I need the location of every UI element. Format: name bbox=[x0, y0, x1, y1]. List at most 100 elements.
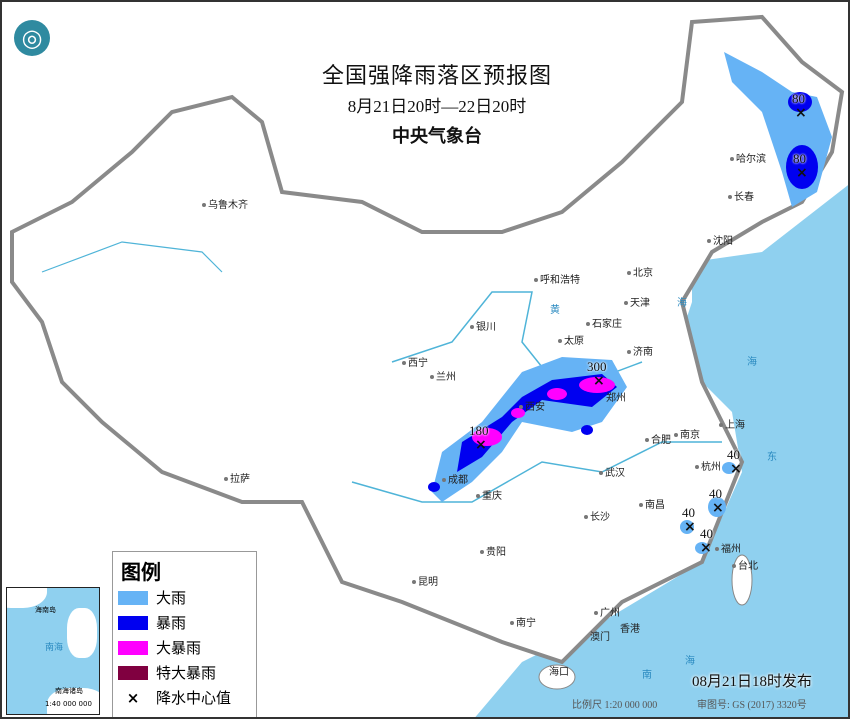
city-label: 福州 bbox=[715, 544, 741, 556]
city-label: 长沙 bbox=[584, 512, 610, 524]
precip-center-value: 300 bbox=[587, 359, 607, 374]
precip-center-marker: × bbox=[700, 540, 712, 556]
city-label: 乌鲁木齐 bbox=[202, 200, 248, 212]
map-title: 全国强降雨落区预报图 bbox=[321, 64, 552, 89]
legend-label: 特大暴雨 bbox=[156, 664, 217, 682]
city-label: 上海 bbox=[719, 420, 745, 432]
city-label: 天津 bbox=[624, 298, 650, 310]
city-label: 南京 bbox=[674, 430, 700, 442]
precip-center-marker: × bbox=[684, 519, 696, 535]
legend-cross-icon: × bbox=[126, 688, 140, 707]
legend-item: 暴雨 bbox=[118, 610, 256, 635]
heavy-rain-spot bbox=[708, 497, 726, 517]
precip-center-value: 40 bbox=[700, 526, 713, 541]
river-label: 黄 bbox=[550, 305, 560, 316]
city-label: 南宁 bbox=[510, 618, 536, 630]
legend-swatch bbox=[118, 615, 148, 630]
map-scale: 比例尺 1:20 000 000 bbox=[572, 700, 658, 711]
sea-label: 南 bbox=[642, 670, 652, 681]
city-label: 拉萨 bbox=[224, 474, 250, 486]
rainstorm-area-central bbox=[457, 374, 617, 472]
sea-label: 海 bbox=[747, 357, 757, 368]
city-label: 呼和浩特 bbox=[534, 275, 580, 287]
sea-label: 海 bbox=[677, 298, 687, 309]
downpour-area bbox=[579, 377, 615, 393]
precip-center-marker: × bbox=[796, 165, 808, 181]
precip-center-value: 40 bbox=[727, 447, 740, 462]
precip-center-value: 40 bbox=[709, 486, 722, 501]
legend-item: 大暴雨 bbox=[118, 635, 256, 660]
precip-center-marker: × bbox=[475, 437, 487, 453]
precip-center-marker: × bbox=[593, 373, 605, 389]
sea-label: 海 bbox=[685, 656, 695, 667]
city-label: 沈阳 bbox=[707, 236, 733, 248]
precip-center-marker: × bbox=[712, 500, 724, 516]
sea-label: 东 bbox=[767, 452, 777, 463]
legend-swatch bbox=[118, 665, 148, 680]
precip-center-value: 80 bbox=[792, 91, 805, 106]
precip-center-value: 80 bbox=[793, 151, 806, 166]
inset-label: 南海诸岛 bbox=[55, 687, 83, 695]
city-label: 南昌 bbox=[639, 500, 665, 512]
city-label: 长春 bbox=[728, 192, 754, 204]
inset-label: 南海 bbox=[45, 643, 64, 653]
precip-center-value: 40 bbox=[682, 505, 695, 520]
city-label: 北京 bbox=[627, 268, 653, 280]
rainstorm-area-northeast bbox=[786, 145, 818, 189]
city-label: 兰州 bbox=[430, 372, 456, 384]
city-label: 澳门 bbox=[590, 632, 610, 643]
legend-label: 大雨 bbox=[156, 589, 187, 607]
heavy-rain-spot bbox=[680, 520, 694, 534]
legend-swatch bbox=[118, 590, 148, 605]
city-label: 郑州 bbox=[606, 393, 626, 404]
inset-land bbox=[7, 588, 47, 608]
city-label: 海口 bbox=[549, 667, 569, 678]
city-label: 西宁 bbox=[402, 358, 428, 370]
legend-item: 大雨 bbox=[118, 585, 256, 610]
city-label: 重庆 bbox=[476, 491, 502, 503]
city-label: 济南 bbox=[627, 347, 653, 359]
city-label: 杭州 bbox=[695, 462, 721, 474]
city-label: 西安 bbox=[519, 402, 545, 414]
country-outline bbox=[10, 14, 845, 665]
city-label: 银川 bbox=[470, 322, 496, 334]
city-label: 哈尔滨 bbox=[730, 154, 766, 166]
legend: 图例 大雨 暴雨 大暴雨 特大暴雨 × 降水中心值 bbox=[112, 551, 257, 717]
downpour-area bbox=[547, 388, 567, 400]
rainstorm-area-northeast bbox=[788, 92, 812, 112]
city-label: 台北 bbox=[732, 561, 758, 573]
precip-center-value: 180 bbox=[469, 423, 489, 438]
inset-land bbox=[47, 688, 99, 714]
precip-center-marker: × bbox=[730, 461, 742, 477]
heavy-rain-spot bbox=[722, 462, 736, 474]
legend-swatch bbox=[118, 640, 148, 655]
downpour-area bbox=[472, 428, 502, 446]
city-label: 太原 bbox=[558, 336, 584, 348]
legend-label: 大暴雨 bbox=[156, 639, 202, 657]
legend-item: × 降水中心值 bbox=[118, 685, 256, 710]
city-label: 昆明 bbox=[412, 577, 438, 589]
precip-center-marker: × bbox=[795, 105, 807, 121]
forecast-period: 8月21日20时—22日20时 bbox=[347, 97, 527, 116]
city-label: 香港 bbox=[620, 624, 640, 635]
hainan bbox=[538, 664, 576, 690]
tarim-river bbox=[41, 241, 223, 273]
city-label: 石家庄 bbox=[586, 319, 622, 331]
legend-title: 图例 bbox=[121, 560, 161, 584]
city-label: 贵阳 bbox=[480, 547, 506, 559]
issuer: 中央气象台 bbox=[392, 126, 482, 147]
inset-label: 海南岛 bbox=[35, 606, 56, 614]
rainstorm-spot bbox=[428, 482, 440, 492]
approval-number: 审图号: GS (2017) 3320号 bbox=[697, 700, 807, 711]
city-label: 武汉 bbox=[599, 468, 625, 480]
inset-scale: 1:40 000 000 bbox=[45, 700, 92, 708]
city-label: 广州 bbox=[594, 608, 620, 620]
city-label: 合肥 bbox=[645, 435, 671, 447]
legend-item: 特大暴雨 bbox=[118, 660, 256, 685]
heavy-rain-spot bbox=[695, 542, 709, 554]
sea-area bbox=[475, 185, 848, 717]
legend-label: 暴雨 bbox=[156, 614, 187, 632]
inset-land bbox=[67, 608, 97, 658]
